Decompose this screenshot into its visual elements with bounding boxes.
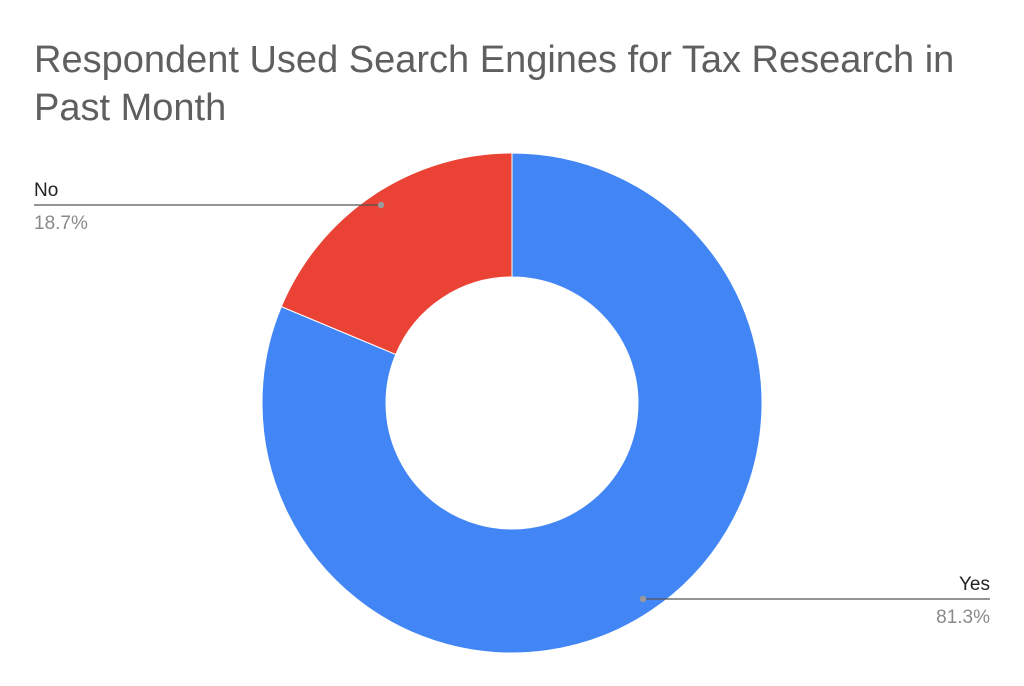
slice-label-no: No 18.7% [34, 180, 385, 234]
label-yes-value: 81.3% [936, 607, 990, 628]
slice-label-yes: Yes 81.3% [639, 574, 990, 628]
label-no-name: No [34, 180, 58, 201]
chart-title: Respondent Used Search Engines for Tax R… [34, 39, 955, 129]
slice-no [280, 152, 513, 356]
label-yes-name: Yes [959, 574, 990, 595]
slice-yes [261, 152, 763, 654]
leader-dot-yes [639, 595, 647, 603]
label-no-value: 18.7% [34, 213, 88, 234]
slices-group [261, 152, 763, 654]
leader-dot-no [377, 201, 385, 209]
